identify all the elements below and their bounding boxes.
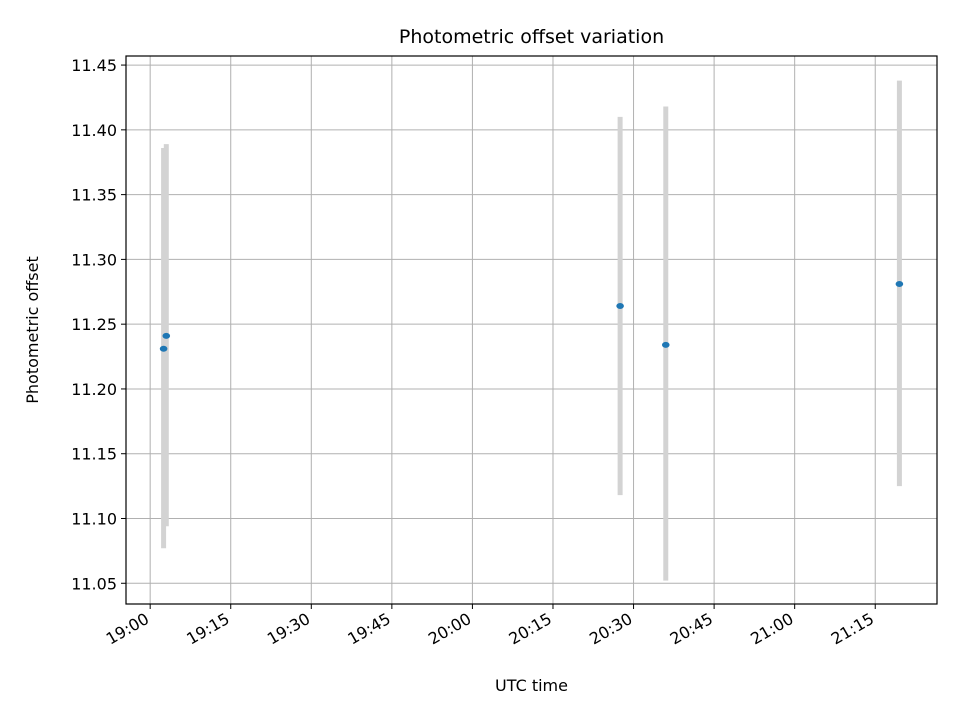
data-points	[159, 281, 904, 352]
plot-frame	[125, 55, 938, 605]
y-tick-label: 11.25	[71, 315, 117, 334]
y-tick-label: 11.15	[71, 445, 117, 464]
chart-title: Photometric offset variation	[399, 26, 664, 48]
y-tick-label: 11.30	[71, 250, 117, 269]
data-point	[162, 332, 171, 339]
y-tick-label: 11.05	[71, 574, 117, 593]
data-point	[159, 345, 168, 352]
y-axis-label: Photometric offset	[23, 256, 42, 404]
y-tick-label: 11.35	[71, 186, 117, 205]
data-point	[616, 303, 624, 310]
x-axis-label: UTC time	[495, 676, 568, 695]
data-point	[895, 281, 904, 288]
data-point	[661, 341, 670, 348]
grid	[126, 56, 937, 604]
y-tick-label: 11.40	[71, 121, 117, 140]
y-tick-label: 11.10	[71, 509, 117, 528]
y-tick-label: 11.45	[71, 56, 117, 75]
y-axis: 11.05 11.10 11.15 11.20 11.25 11.30 11.35 11.40…	[71, 56, 126, 593]
y-tick-label: 11.20	[71, 380, 117, 399]
